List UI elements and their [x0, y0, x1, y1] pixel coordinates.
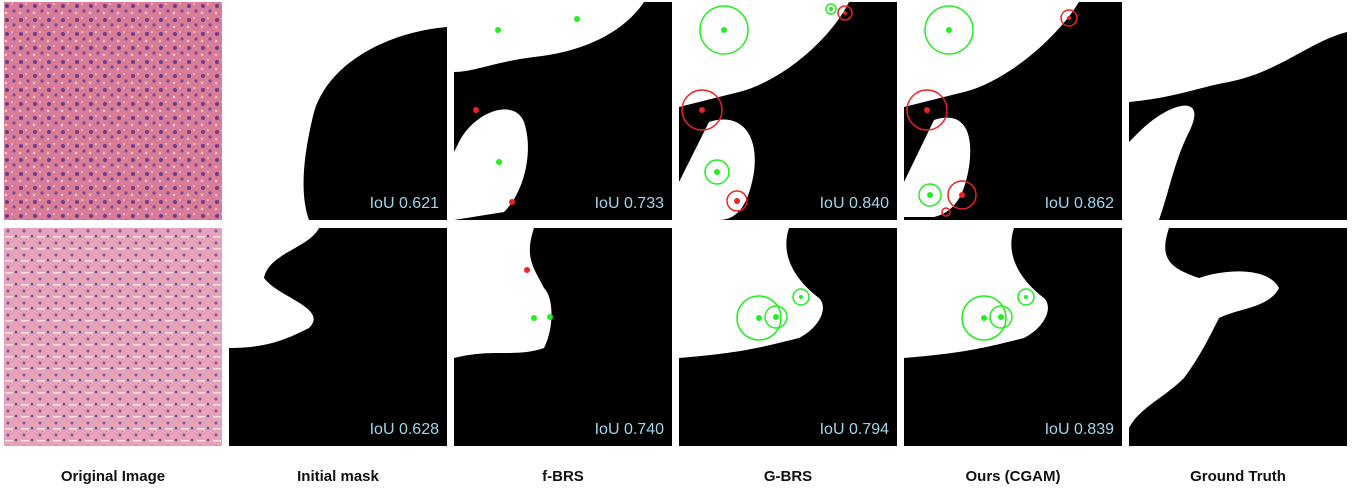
iou-label: IoU 0.621	[370, 195, 439, 212]
gbrs-mask: IoU 0.840	[679, 2, 897, 220]
iou-label: IoU 0.794	[820, 421, 889, 438]
original-image	[4, 2, 222, 220]
iou-label: IoU 0.628	[370, 421, 439, 438]
gbrs-mask: IoU 0.794	[679, 228, 897, 446]
column-label: Original Image	[61, 468, 165, 485]
ours-mask: IoU 0.862	[904, 2, 1122, 220]
column-label: Ours (CGAM)	[966, 468, 1061, 485]
fbrs-mask: IoU 0.740	[454, 228, 672, 446]
initial-mask: IoU 0.628	[229, 228, 447, 446]
column-label: Ground Truth	[1190, 468, 1286, 485]
iou-label: IoU 0.839	[1045, 421, 1114, 438]
iou-label: IoU 0.840	[820, 195, 889, 212]
column-label: G-BRS	[764, 468, 812, 485]
iou-label: IoU 0.740	[595, 421, 664, 438]
original-image	[4, 228, 222, 446]
ours-mask: IoU 0.839	[904, 228, 1122, 446]
initial-mask: IoU 0.621	[229, 2, 447, 220]
column-label: Initial mask	[297, 468, 379, 485]
column-label: f-BRS	[542, 468, 584, 485]
fbrs-mask: IoU 0.733	[454, 2, 672, 220]
ground-truth-mask	[1129, 228, 1347, 446]
ground-truth-mask	[1129, 2, 1347, 220]
iou-label: IoU 0.862	[1045, 195, 1114, 212]
iou-label: IoU 0.733	[595, 195, 664, 212]
